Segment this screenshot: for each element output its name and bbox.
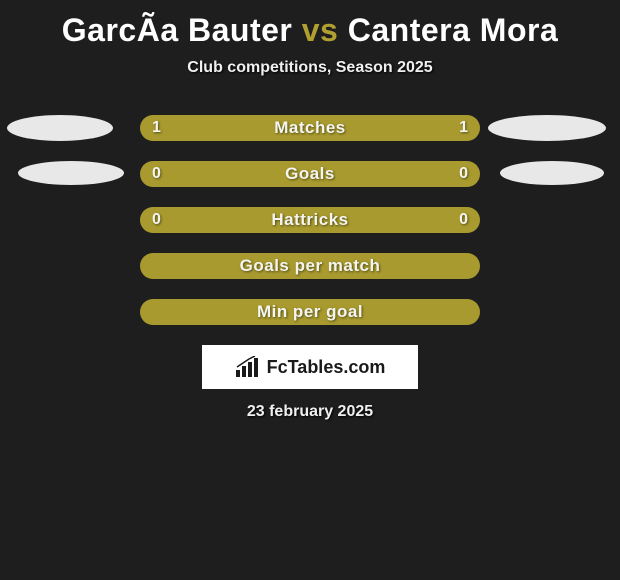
vs-text: vs [302,12,339,48]
stat-value-right: 0 [459,161,468,187]
stat-bar: Min per goal [140,299,480,325]
stat-value-left: 0 [152,161,161,187]
stats-container: Matches 1 1 Goals 0 0 Hattricks 0 0 Goals per mat… [0,115,620,325]
logo-box: FcTables.com [202,345,418,389]
chart-icon [235,356,261,378]
stat-row: Goals per match [0,253,620,279]
stat-row: Goals 0 0 [0,161,620,187]
stat-label: Min per goal [257,302,363,322]
stat-bar: Hattricks [140,207,480,233]
stat-label: Goals [285,164,335,184]
comparison-title: GarcÃ­a Bauter vs Cantera Mora [0,0,620,49]
stat-value-right: 0 [459,207,468,233]
stat-value-left: 0 [152,207,161,233]
player2-name: Cantera Mora [348,12,559,48]
stat-row: Matches 1 1 [0,115,620,141]
logo-text: FcTables.com [267,357,386,378]
date-text: 23 february 2025 [0,403,620,421]
subtitle: Club competitions, Season 2025 [0,59,620,77]
stat-label: Goals per match [240,256,381,276]
player1-name: GarcÃ­a Bauter [62,12,293,48]
stat-value-left: 1 [152,115,161,141]
right-ellipse [488,115,606,141]
stat-label: Matches [274,118,346,138]
stat-bar: Goals per match [140,253,480,279]
stat-bar: Matches [140,115,480,141]
left-ellipse [18,161,124,185]
stat-bar: Goals [140,161,480,187]
right-ellipse [500,161,604,185]
stat-value-right: 1 [459,115,468,141]
stat-label: Hattricks [271,210,348,230]
stat-row: Min per goal [0,299,620,325]
left-ellipse [7,115,113,141]
stat-row: Hattricks 0 0 [0,207,620,233]
